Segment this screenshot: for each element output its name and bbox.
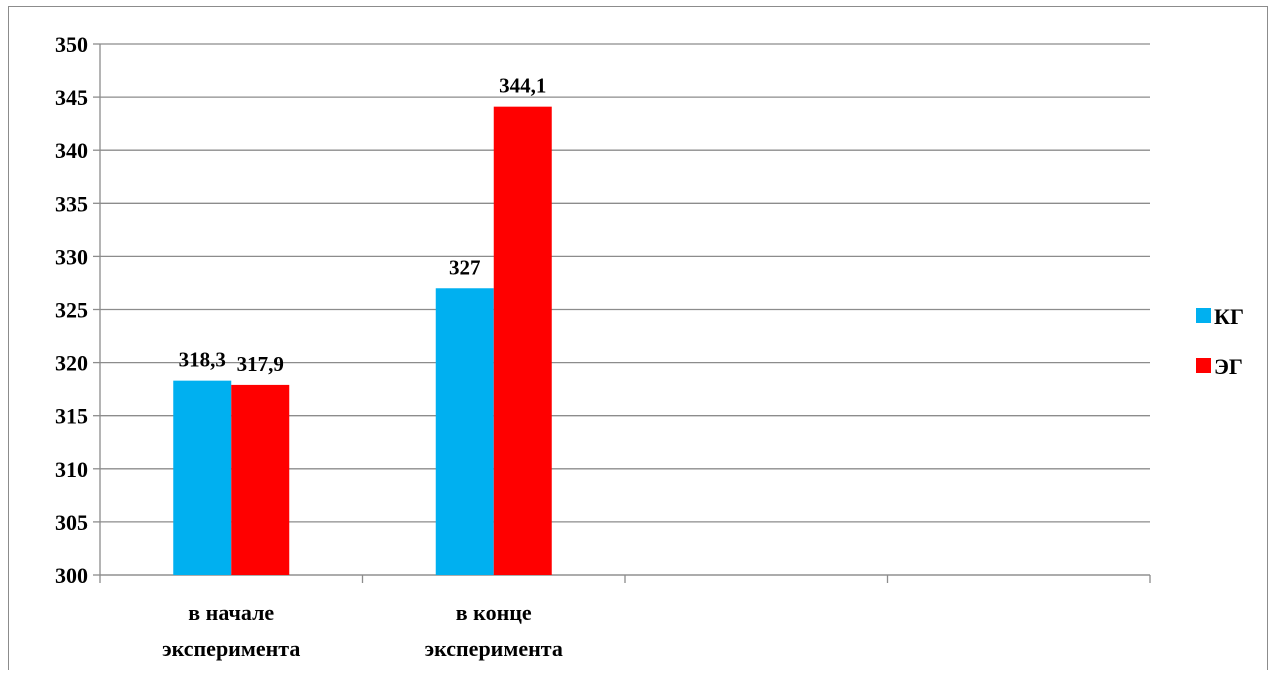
x-category-label: в конце <box>456 600 532 625</box>
y-tick-label: 335 <box>55 191 88 216</box>
legend-swatch-КГ <box>1196 308 1211 323</box>
data-label: 344,1 <box>499 74 546 98</box>
data-label: 327 <box>449 255 481 279</box>
y-tick-label: 345 <box>55 85 88 110</box>
y-tick-label: 300 <box>55 563 88 588</box>
y-tick-label: 350 <box>55 32 88 57</box>
bar-КГ-0 <box>173 380 232 575</box>
y-tick-label: 320 <box>55 351 88 376</box>
y-tick-label: 305 <box>55 510 88 535</box>
x-category-label: эксперимента <box>162 636 300 661</box>
x-category-label: в начале <box>188 600 274 625</box>
y-tick-label: 330 <box>55 244 88 269</box>
bar-ЭГ-1 <box>493 106 552 576</box>
legend-label: КГ <box>1214 304 1244 329</box>
bar-ЭГ-0 <box>231 384 290 575</box>
y-tick-label: 340 <box>55 138 88 163</box>
y-tick-label: 325 <box>55 298 88 323</box>
y-tick-label: 315 <box>55 404 88 429</box>
legend-label: ЭГ <box>1214 354 1243 379</box>
data-label: 318,3 <box>179 348 226 372</box>
data-label: 317,9 <box>237 352 284 376</box>
legend-swatch-ЭГ <box>1196 358 1211 373</box>
x-category-label: эксперимента <box>425 636 563 661</box>
bar-КГ-1 <box>435 288 494 575</box>
y-tick-label: 310 <box>55 457 88 482</box>
